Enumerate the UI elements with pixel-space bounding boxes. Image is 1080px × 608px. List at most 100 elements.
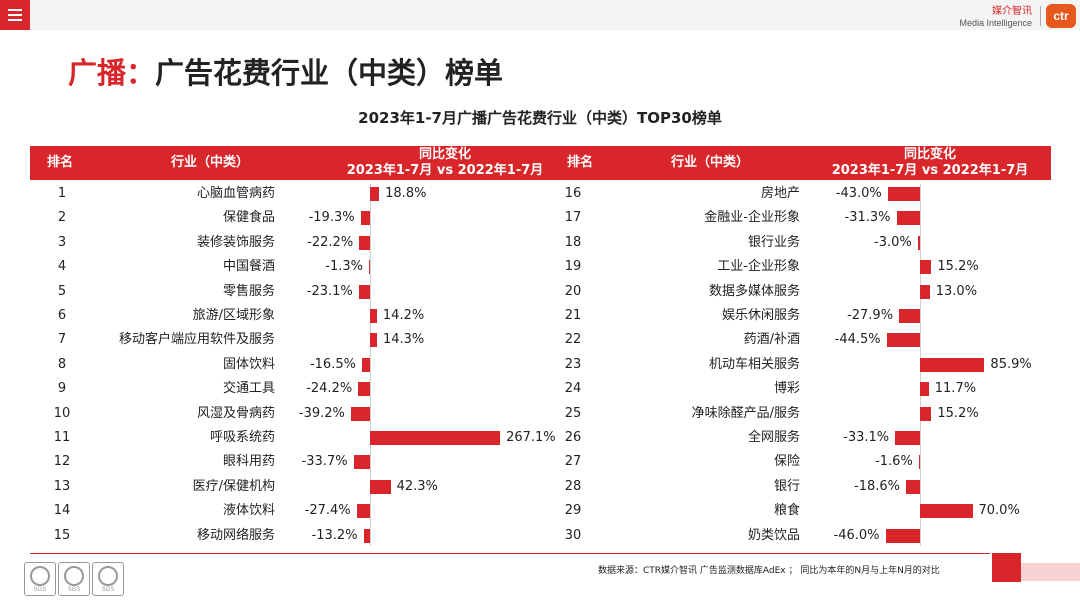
industry-label: 工业-企业形象 — [717, 259, 800, 275]
industry-label: 移动客户端应用软件及服务 — [118, 332, 275, 348]
seal-ring — [30, 565, 50, 586]
table-row: 16 房地产 -43.0% — [0, 182, 1080, 206]
table-row: 23 机动车相关服务 85.9% — [0, 353, 1080, 377]
bar — [920, 504, 973, 519]
page-title: 广播：广告花费行业（中类）榜单 — [68, 50, 503, 92]
table-row: 17 金融业-企业形象 -31.3% — [0, 206, 1080, 230]
certification-seals: SGS SGS SGS — [24, 562, 124, 596]
bar — [899, 309, 920, 323]
value-label: 42.3% — [396, 478, 438, 494]
bar — [369, 260, 370, 275]
value-label: -1.3% — [325, 259, 363, 275]
value-label: 14.3% — [382, 332, 425, 348]
table-row: 20 数据多媒体服务 13.0% — [0, 280, 1080, 304]
zero-axis — [370, 184, 371, 546]
industry-label: 旅游/区域形象 — [192, 308, 275, 323]
industry-label: 固体饮料 — [222, 356, 275, 372]
bar — [353, 455, 370, 470]
rank-cell: 24 — [564, 381, 582, 397]
industry-label: 眼科用药 — [222, 454, 275, 470]
bar — [887, 187, 920, 201]
header-change-title: 同比变化 — [903, 147, 956, 163]
industry-label: 液体饮料 — [222, 503, 275, 519]
industry-label: 医疗/保健机构 — [192, 478, 275, 494]
value-label: -23.1% — [306, 283, 353, 299]
value-label: -22.2% — [307, 234, 354, 250]
table-row: 1 心脑血管病药 18.8% — [0, 182, 1080, 206]
table-row: 8 固体饮料 -16.5% — [0, 353, 1080, 377]
header-change-left: 同比变化 2023年1-7月 vs 2022年1-7月 — [320, 146, 570, 180]
rank-cell: 10 — [53, 405, 71, 421]
industry-label: 奶类饮品 — [747, 527, 800, 543]
seal-ring — [98, 565, 118, 586]
industry-label: 全网服务 — [747, 430, 800, 445]
value-label: -3.0% — [874, 234, 912, 250]
value-label: 14.2% — [382, 308, 425, 323]
industry-label: 银行 — [773, 478, 800, 494]
rank-cell: 6 — [57, 308, 67, 323]
industry-label: 金融业-企业形象 — [704, 210, 800, 226]
value-label: 15.2% — [937, 405, 979, 421]
value-label: -43.0% — [835, 186, 882, 201]
menu-icon-line — [8, 19, 22, 21]
seal-label: SGS — [67, 586, 81, 593]
table-row: 6 旅游/区域形象 14.2% — [0, 304, 1080, 328]
bar — [370, 309, 377, 323]
brand-block: 媒介智讯 Media Intelligence — [959, 7, 1032, 28]
header-industry-right: 行业（中类） — [670, 155, 749, 171]
value-label: -16.5% — [309, 356, 356, 372]
table-row: 18 银行业务 -3.0% — [0, 231, 1080, 255]
rank-cell: 13 — [53, 478, 71, 494]
bar — [360, 211, 370, 226]
footer-rule — [30, 553, 990, 554]
value-label: -19.3% — [308, 210, 355, 226]
table-row: 4 中国餐酒 -1.3% — [0, 255, 1080, 279]
header-change-period: 2023年1-7月 vs 2022年1-7月 — [346, 163, 544, 178]
bar — [358, 284, 370, 299]
header-rank-right: 排名 — [566, 155, 593, 171]
bar — [359, 235, 370, 250]
menu-button[interactable] — [0, 0, 30, 30]
industry-label: 保险 — [773, 454, 800, 470]
page-title-highlight: 广播： — [68, 56, 156, 90]
industry-label: 移动网络服务 — [196, 527, 275, 543]
certification-seal-icon: SGS — [24, 562, 56, 596]
rank-cell: 3 — [57, 234, 67, 250]
bar — [356, 504, 370, 519]
rank-cell: 17 — [564, 210, 582, 226]
table-row: 19 工业-企业形象 15.2% — [0, 255, 1080, 279]
industry-label: 粮食 — [773, 503, 800, 519]
page-title-text: 广告花费行业（中类）榜单 — [155, 56, 504, 90]
industry-label: 净味除醛产品/服务 — [691, 405, 800, 421]
table-row: 9 交通工具 -24.2% — [0, 377, 1080, 401]
header-change-period: 2023年1-7月 vs 2022年1-7月 — [831, 163, 1029, 178]
industry-label: 娱乐休闲服务 — [721, 308, 800, 323]
rank-cell: 25 — [564, 405, 582, 421]
table-row: 15 移动网络服务 -13.2% — [0, 524, 1080, 548]
value-label: -13.2% — [311, 527, 358, 543]
rank-cell: 16 — [564, 186, 582, 201]
rank-cell: 14 — [53, 503, 71, 519]
bar — [920, 382, 929, 397]
table-row: 7 移动客户端应用软件及服务 14.3% — [0, 328, 1080, 352]
rank-cell: 15 — [53, 527, 71, 543]
value-label: 13.0% — [935, 283, 978, 299]
brand-divider — [1040, 6, 1041, 26]
bar — [370, 187, 380, 201]
brand-name-en: Media Intelligence — [959, 18, 1032, 28]
value-label: 70.0% — [978, 503, 1020, 519]
ctr-logo: ctr — [1046, 4, 1076, 28]
bar — [886, 333, 920, 348]
industry-label: 机动车相关服务 — [708, 356, 800, 372]
value-label: -27.4% — [304, 503, 351, 519]
seal-ring — [64, 565, 84, 586]
table-row: 14 液体饮料 -27.4% — [0, 499, 1080, 523]
rank-cell: 12 — [53, 454, 71, 470]
header-rank-left: 排名 — [46, 155, 73, 171]
value-label: 267.1% — [506, 430, 556, 445]
table-row: 11 呼吸系统药 267.1% — [0, 426, 1080, 450]
table-header: 排名 行业（中类） 同比变化 2023年1-7月 vs 2022年1-7月 排名… — [30, 146, 1051, 180]
bar — [885, 528, 920, 543]
industry-label: 房地产 — [760, 186, 800, 201]
value-label: -1.6% — [875, 454, 913, 470]
